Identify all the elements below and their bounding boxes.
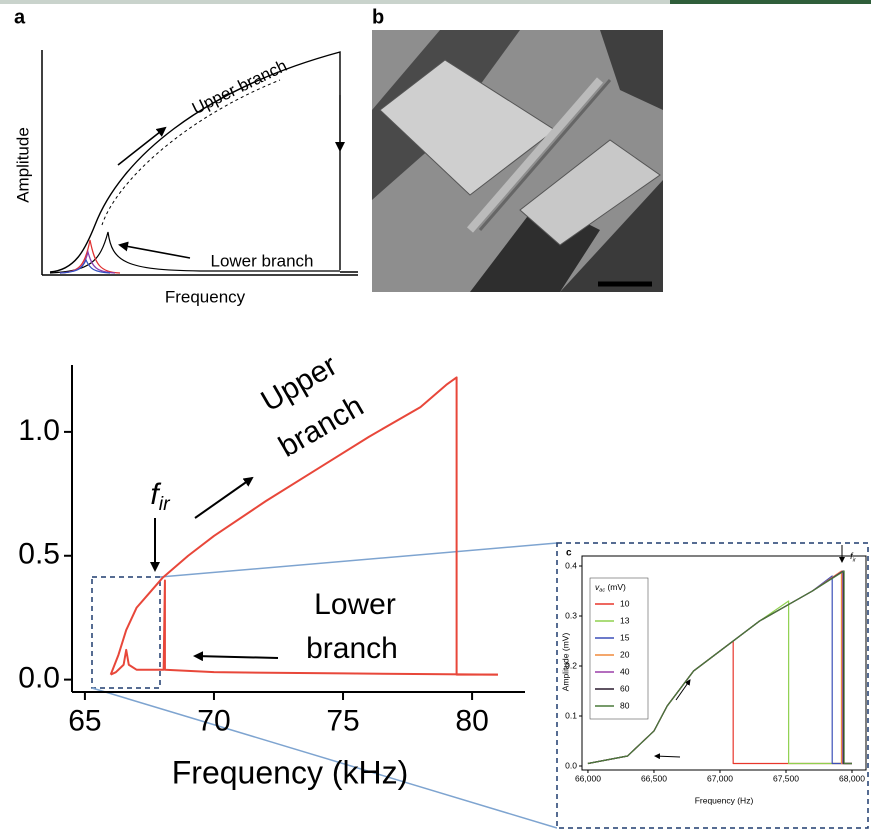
shadow [600, 30, 663, 110]
annotation-text: v [595, 582, 600, 592]
annotation: vac (mV) [595, 582, 626, 594]
arrow [654, 753, 681, 760]
annotation: Upper branch [189, 56, 290, 118]
y-tick-label: 0.3 [565, 610, 577, 620]
x-tick-label: 66,500 [641, 774, 667, 784]
annotation-text: f [850, 551, 854, 561]
plot-frame [581, 555, 867, 771]
zoom-line [91, 687, 558, 829]
unstable-curve [101, 79, 281, 226]
legend-label: 80 [620, 700, 630, 710]
x-tick-label: 70 [197, 704, 230, 737]
legend-label: 10 [620, 598, 630, 608]
legend-label: 40 [620, 666, 630, 676]
annotation: Lower branch [210, 251, 313, 270]
x-tick-label: 65 [68, 704, 101, 737]
y-tick-label: 1.0 [18, 414, 60, 447]
panel-b: b [372, 6, 663, 292]
x-tick-label: 75 [326, 704, 359, 737]
y-tick-label: 0.0 [565, 760, 577, 770]
x-tick-label: 80 [455, 704, 488, 737]
data-line [110, 579, 498, 676]
annotation: fir [850, 551, 857, 563]
zoom-line [159, 542, 558, 578]
panel-label: a [14, 6, 26, 28]
panel-a: a Amplitude Frequency Upper branch Lower… [13, 6, 358, 306]
legend-box [589, 577, 649, 720]
data-line [109, 376, 498, 676]
annotation-text: f [150, 478, 161, 511]
annotation-suffix: (mV) [605, 582, 626, 592]
arrow [675, 679, 691, 701]
y-axis-label: Amplitude [13, 127, 32, 203]
y-axis-label: Amplitude (mV) [560, 633, 570, 692]
x-tick-label: 67,500 [773, 774, 799, 784]
data-line [587, 570, 852, 765]
x-axis-label: Frequency [165, 287, 246, 306]
x-axis-label: Frequency (Hz) [695, 795, 754, 805]
main-decor [91, 476, 558, 829]
y-tick-label: 0.5 [18, 538, 60, 571]
annotation-subscript: ir [853, 557, 857, 563]
arrow [117, 126, 167, 166]
plate [519, 139, 661, 246]
arrow [194, 476, 254, 519]
panel-label: c [566, 548, 572, 559]
y-tick-label: 0.1 [565, 710, 577, 720]
annotation: fir [150, 478, 171, 515]
small-peak [59, 239, 121, 274]
panel-label: b [372, 6, 384, 28]
y-tick-label: 0.4 [565, 560, 577, 570]
y-tick-label: 0.2 [565, 660, 577, 670]
small-peak [59, 258, 111, 274]
legend-label: 20 [620, 649, 630, 659]
beam [478, 79, 612, 231]
annotation: branch [306, 632, 398, 665]
shadow [560, 180, 663, 292]
annotation-subscript: ac [599, 588, 605, 594]
x-tick-label: 67,000 [707, 774, 733, 784]
x-tick-label: 66,000 [575, 774, 601, 784]
x-tick-label: 68,000 [839, 774, 865, 784]
annotation-subscript: ir [159, 493, 171, 515]
legend-label: 60 [620, 683, 630, 693]
arrow [193, 651, 279, 662]
annotation: Lower [314, 588, 396, 621]
x-axis-label: Frequency (kHz) [172, 754, 409, 790]
legend-label: 15 [620, 632, 630, 642]
top-bar [0, 0, 871, 4]
top-bar-accent [670, 0, 871, 4]
beam [466, 77, 604, 233]
y-tick-label: 0.0 [18, 662, 60, 695]
arrow [118, 241, 191, 259]
legend-label: 13 [620, 615, 630, 625]
upper-curve [49, 51, 358, 273]
